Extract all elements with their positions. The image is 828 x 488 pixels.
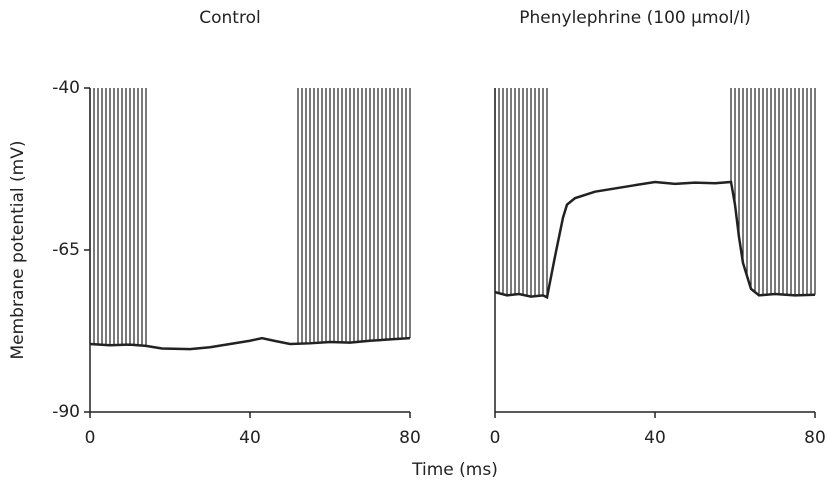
x-tick-label: 0 [490, 428, 501, 448]
x-tick-label: 80 [804, 428, 826, 448]
panel-title: Control [199, 8, 260, 28]
y-tick-label: -65 [52, 240, 80, 260]
y-axis-label: Membrane potential (mV) [8, 141, 28, 360]
x-tick-label: 40 [239, 428, 261, 448]
x-tick-label: 0 [85, 428, 96, 448]
panel-title: Phenylephrine (100 μmol/l) [519, 8, 750, 28]
trace [89, 336, 411, 351]
x-axis-label: Time (ms) [411, 460, 498, 480]
y-tick-label: -90 [52, 402, 80, 422]
x-tick-label: 40 [644, 428, 666, 448]
x-tick-label: 80 [399, 428, 421, 448]
trace [494, 180, 816, 300]
y-tick-label: -40 [52, 78, 80, 98]
